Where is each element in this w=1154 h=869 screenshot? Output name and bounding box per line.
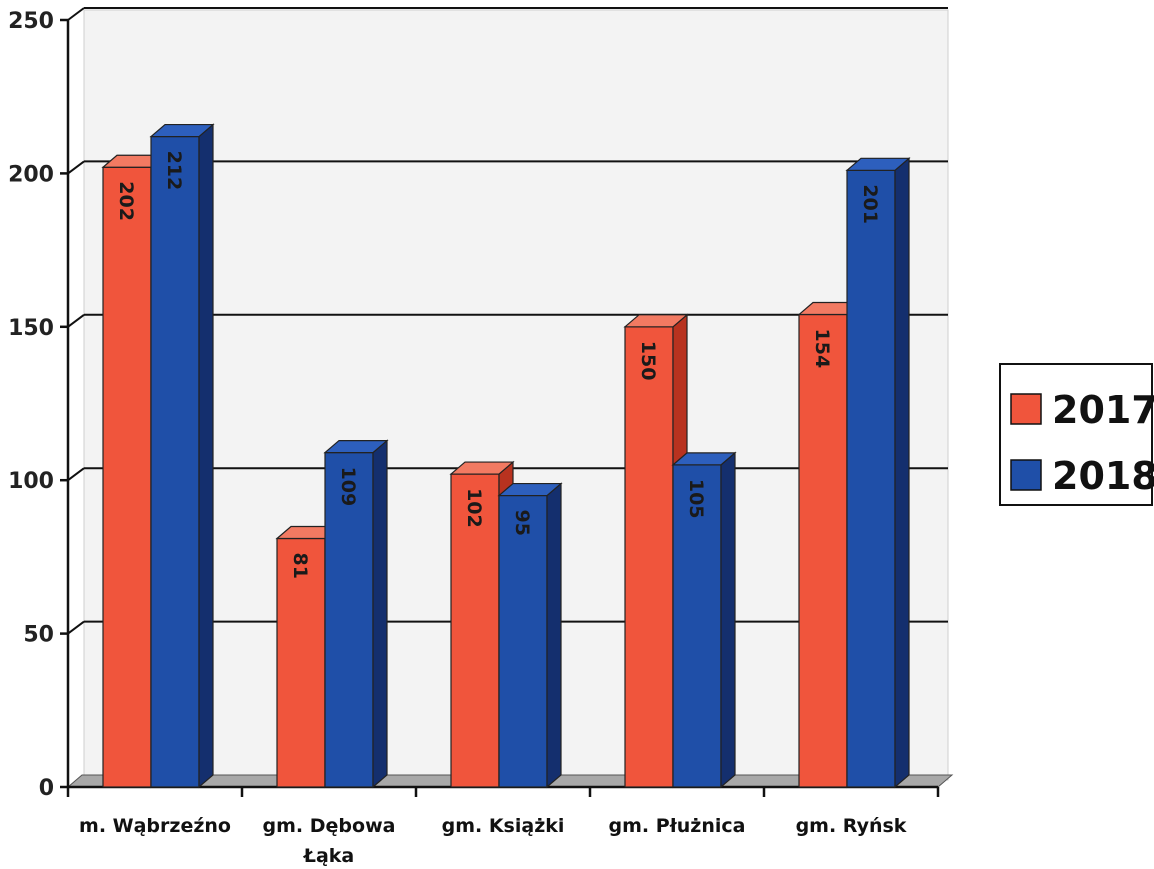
x-tick-label: m. Wąbrzeźno [79,815,231,837]
data-label: 95 [511,510,533,536]
data-label: 150 [637,341,659,381]
x-tick-label: Łąka [303,845,354,867]
bar-2018-0 [149,123,215,789]
bar-side [720,451,736,789]
gridline-diagonal [67,7,85,21]
bar-front [498,494,548,788]
bar-top [449,461,515,475]
data-label: 81 [289,552,311,578]
bar-front [846,169,896,788]
bar-top [845,157,911,171]
bar-top [323,439,389,454]
y-tick-label: 250 [8,9,54,34]
gridline-diagonal [67,160,85,175]
bar-2018-1 [323,439,389,789]
data-label: 105 [685,479,707,519]
x-tick-label: gm. Płużnica [609,815,746,837]
bar-front [324,451,374,788]
data-label: 102 [463,488,485,528]
y-tick-label: 100 [8,469,54,494]
bar-front [450,473,500,788]
data-label: 109 [337,467,359,507]
data-labels: 202 212 81 109 102 95 150 105 154 201 [115,151,881,579]
bar-top [149,123,215,138]
bar-front [798,313,848,788]
data-label: 154 [811,329,833,369]
bar-side [372,439,388,789]
bar-top [671,452,737,466]
y-tick-label: 0 [39,776,54,801]
bar-front [150,135,200,788]
data-label: 202 [115,181,137,221]
bar-side [198,123,214,789]
bar-front [624,326,674,788]
legend-swatch [1010,459,1042,491]
bar-front [102,166,152,788]
legend-label: 2017 [1052,388,1154,432]
bar-side [546,482,562,789]
bar-front [672,464,722,788]
bar-top [623,314,689,328]
bar-2018-3 [671,451,737,789]
data-label: 212 [163,151,185,191]
bars [101,123,911,789]
x-tick-label: gm. Dębowa [263,815,396,837]
x-tick-label: gm. Ryńsk [796,815,907,837]
bar-front [276,537,326,788]
y-tick-label: 200 [8,162,54,187]
y-tick-label: 150 [8,316,54,341]
x-tick-label: gm. Książki [442,815,565,837]
y-axis: 0 50 100 150 200 250 [8,9,70,801]
legend-swatch [1010,393,1042,425]
y-tick-label: 50 [23,623,54,648]
gridline-diagonal [67,620,85,635]
bar-top [497,482,563,497]
bar-2018-4 [845,157,911,789]
gridline-diagonal [67,313,85,328]
legend: 2017 2018 [999,363,1154,506]
legend-label: 2018 [1052,454,1154,498]
x-axis: m. Wąbrzeźno gm. Dębowa Łąka gm. Książki gm.… [66,785,940,867]
gridline-diagonal [67,467,85,482]
bar-2018-2 [497,482,563,789]
data-label: 201 [859,184,881,224]
bar-side [894,157,910,789]
